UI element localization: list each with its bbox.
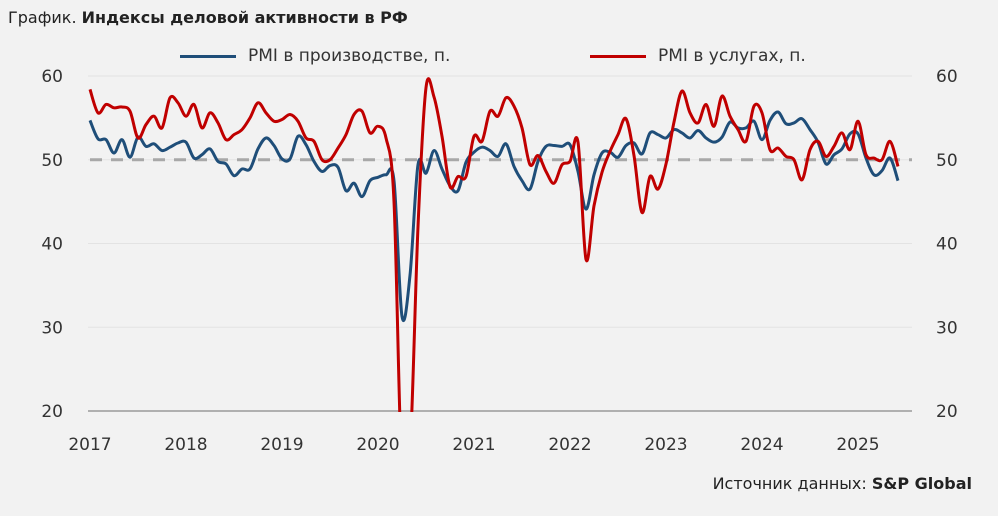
source-note: Источник данных: S&P Global: [713, 474, 972, 493]
legend-swatch-manufacturing: [180, 54, 236, 58]
source-value: S&P Global: [871, 474, 972, 493]
y-tick-label-right: 40: [936, 235, 958, 255]
y-tick-label-left: 50: [41, 151, 63, 171]
legend-swatch-services: [590, 54, 646, 58]
chart-title: График. Индексы деловой активности в РФ: [8, 8, 408, 27]
x-tick-label: 2022: [548, 435, 591, 455]
chart-title-prefix: График.: [8, 8, 77, 27]
legend-label-services: PMI в услугах, п.: [658, 46, 806, 66]
y-tick-label-left: 30: [41, 318, 63, 338]
x-tick-label: 2024: [740, 435, 783, 455]
x-tick-label: 2025: [836, 435, 879, 455]
y-tick-label-left: 40: [41, 235, 63, 255]
legend-label-manufacturing: PMI в производстве, п.: [248, 46, 451, 66]
legend-item-manufacturing: PMI в производстве, п.: [180, 46, 450, 66]
y-tick-label-right: 30: [936, 318, 958, 338]
y-tick-label-right: 20: [936, 402, 958, 422]
x-tick-label: 2021: [452, 435, 495, 455]
legend-item-services: PMI в услугах, п.: [590, 46, 806, 66]
x-tick-label: 2020: [356, 435, 399, 455]
x-tick-label: 2023: [644, 435, 687, 455]
series-line-manufacturing: [88, 110, 900, 322]
x-tick-label: 2019: [260, 435, 303, 455]
chart-title-main: Индексы деловой активности в РФ: [81, 8, 408, 27]
y-tick-label-left: 60: [41, 67, 63, 87]
y-tick-label-left: 20: [41, 402, 63, 422]
x-tick-label: 2017: [68, 435, 111, 455]
series-line-services: [88, 77, 900, 412]
x-tick-label: 2018: [164, 435, 207, 455]
y-tick-label-right: 50: [936, 151, 958, 171]
source-label: Источник данных:: [712, 474, 867, 493]
y-tick-label-right: 60: [936, 67, 958, 87]
